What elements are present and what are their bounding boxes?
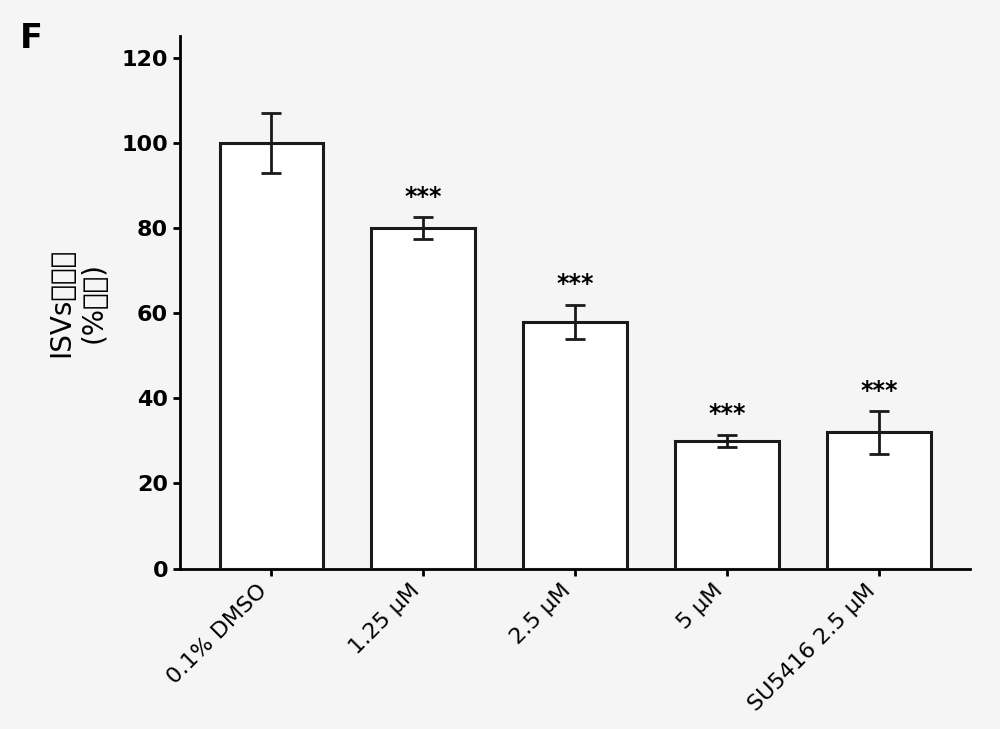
Bar xyxy=(371,228,475,569)
Bar xyxy=(523,321,627,569)
Text: ***: *** xyxy=(708,402,746,426)
Bar xyxy=(220,143,323,569)
Text: ***: *** xyxy=(556,272,594,296)
Bar xyxy=(675,441,779,569)
Text: ***: *** xyxy=(860,378,898,402)
Text: F: F xyxy=(20,22,43,55)
Bar xyxy=(827,432,931,569)
Text: ***: *** xyxy=(404,185,442,209)
Y-axis label: ISVs总长度
(%对白): ISVs总长度 (%对白) xyxy=(47,248,108,357)
